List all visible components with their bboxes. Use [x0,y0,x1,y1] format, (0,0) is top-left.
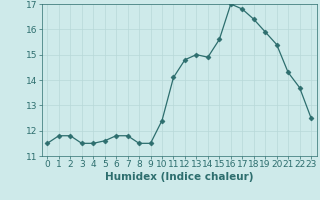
X-axis label: Humidex (Indice chaleur): Humidex (Indice chaleur) [105,172,253,182]
